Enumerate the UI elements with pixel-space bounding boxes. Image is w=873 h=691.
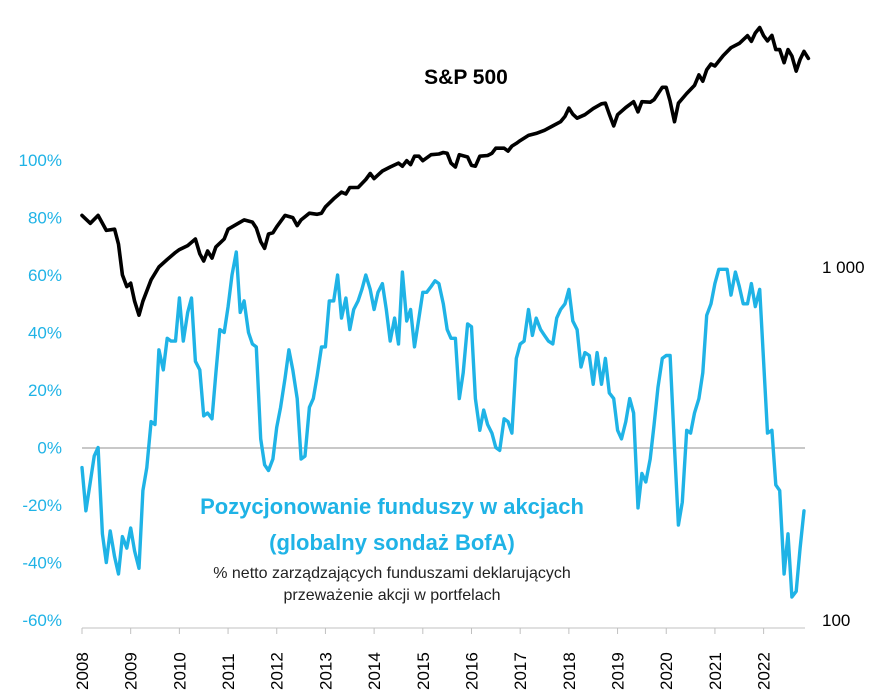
positioning-title-line2: (globalny sondaż BofA) <box>269 530 515 555</box>
x-tick-label: 2016 <box>462 652 481 690</box>
x-tick-label: 2022 <box>755 652 774 690</box>
positioning-title-line1: Pozycjonowanie funduszy w akcjach <box>200 494 584 519</box>
left-tick-label: 20% <box>28 381 62 400</box>
left-tick-label: -40% <box>22 554 62 573</box>
left-tick-label: 100% <box>19 151 62 170</box>
x-tick-label: 2010 <box>170 652 189 690</box>
x-tick-label: 2011 <box>219 653 238 690</box>
positioning-subtitle-line1: % netto zarządzających funduszami deklar… <box>213 565 571 582</box>
sp500-title: S&P 500 <box>424 66 508 89</box>
right-tick-label: 1 000 <box>822 258 865 277</box>
left-tick-label: 0% <box>37 439 62 458</box>
x-tick-label: 2008 <box>73 652 92 690</box>
x-tick-label: 2012 <box>268 652 287 690</box>
x-tick-label: 2009 <box>122 652 141 690</box>
right-axis: 1 000 100 <box>822 258 865 630</box>
positioning-line <box>80 250 806 599</box>
x-axis: 2008 2009 2010 2011 2012 2013 2014 2015 2016 2017… <box>73 628 774 690</box>
positioning-subtitle-line2: przeważenie akcji w portfelach <box>284 587 501 604</box>
left-tick-label: 80% <box>28 209 62 228</box>
series-layer <box>80 25 811 599</box>
sp500-line <box>80 25 811 317</box>
right-tick-label: 100 <box>822 611 850 630</box>
x-tick-label: 2018 <box>560 652 579 690</box>
left-tick-label: -60% <box>22 611 62 630</box>
x-tick-label: 2014 <box>365 652 384 690</box>
x-tick-label: 2015 <box>414 652 433 690</box>
left-tick-label: 60% <box>28 266 62 285</box>
left-tick-label: -20% <box>22 496 62 515</box>
x-tick-label: 2019 <box>609 652 628 690</box>
left-tick-label: 40% <box>28 324 62 343</box>
left-axis: 100% 80% 60% 40% 20% 0% -20% -40% -60% <box>19 151 62 630</box>
x-tick-label: 2020 <box>657 652 676 690</box>
x-tick-label: 2013 <box>316 652 335 690</box>
x-tick-label: 2017 <box>511 652 530 690</box>
x-tick-label: 2021 <box>706 652 725 690</box>
